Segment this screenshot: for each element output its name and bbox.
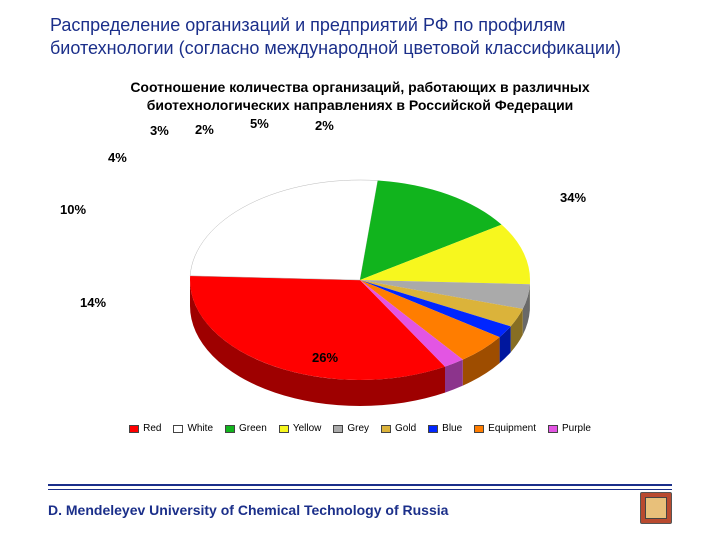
legend-item: White	[173, 423, 213, 434]
logo-inner	[645, 497, 667, 519]
pie-label: 2%	[195, 122, 214, 137]
chart-title-line-2: биотехнологических направлениях в Россий…	[147, 97, 574, 113]
legend-swatch	[474, 425, 484, 433]
university-logo	[640, 492, 672, 524]
legend-label: Yellow	[293, 423, 322, 434]
pie-label: 26%	[312, 350, 338, 365]
chart-area: Red White Green Yellow Grey Gold Blue Equipment…	[60, 120, 660, 440]
chart-title: Соотношение количества организаций, рабо…	[0, 78, 720, 114]
pie-chart	[170, 150, 550, 410]
legend-label: Green	[239, 423, 267, 434]
legend-item: Yellow	[279, 423, 322, 434]
legend-item: Green	[225, 423, 267, 434]
legend-swatch	[173, 425, 183, 433]
pie-label: 5%	[250, 116, 269, 131]
legend-swatch	[428, 425, 438, 433]
pie-label: 4%	[108, 150, 127, 165]
slide: Распределение организаций и предприятий …	[0, 0, 720, 540]
pie-label: 14%	[80, 295, 106, 310]
legend-swatch	[279, 425, 289, 433]
footer-rule	[48, 484, 672, 486]
legend-label: Red	[143, 423, 161, 434]
legend-label: Blue	[442, 423, 462, 434]
pie-label: 34%	[560, 190, 586, 205]
legend-label: Equipment	[488, 423, 536, 434]
legend-label: Grey	[347, 423, 369, 434]
title-line-1: Распределение организаций и предприятий …	[50, 15, 565, 35]
legend-item: Equipment	[474, 423, 536, 434]
legend-swatch	[129, 425, 139, 433]
legend-item: Gold	[381, 423, 416, 434]
legend-item: Grey	[333, 423, 369, 434]
pie-label: 10%	[60, 202, 86, 217]
pie-slice	[190, 180, 378, 280]
footer-text: D. Mendeleyev University of Chemical Tec…	[48, 502, 448, 518]
legend-swatch	[225, 425, 235, 433]
chart-title-line-1: Соотношение количества организаций, рабо…	[130, 79, 589, 95]
legend-swatch	[333, 425, 343, 433]
legend-swatch	[548, 425, 558, 433]
legend-label: Gold	[395, 423, 416, 434]
legend: Red White Green Yellow Grey Gold Blue Equipment…	[60, 423, 660, 434]
legend-label: White	[187, 423, 213, 434]
footer-rule-thin	[48, 489, 672, 490]
legend-label: Purple	[562, 423, 591, 434]
legend-item: Purple	[548, 423, 591, 434]
legend-item: Red	[129, 423, 161, 434]
legend-item: Blue	[428, 423, 462, 434]
slide-title: Распределение организаций и предприятий …	[50, 14, 680, 59]
legend-swatch	[381, 425, 391, 433]
pie-label: 3%	[150, 123, 169, 138]
pie-label: 2%	[315, 118, 334, 133]
title-line-2: биотехнологии (согласно международной цв…	[50, 38, 621, 58]
